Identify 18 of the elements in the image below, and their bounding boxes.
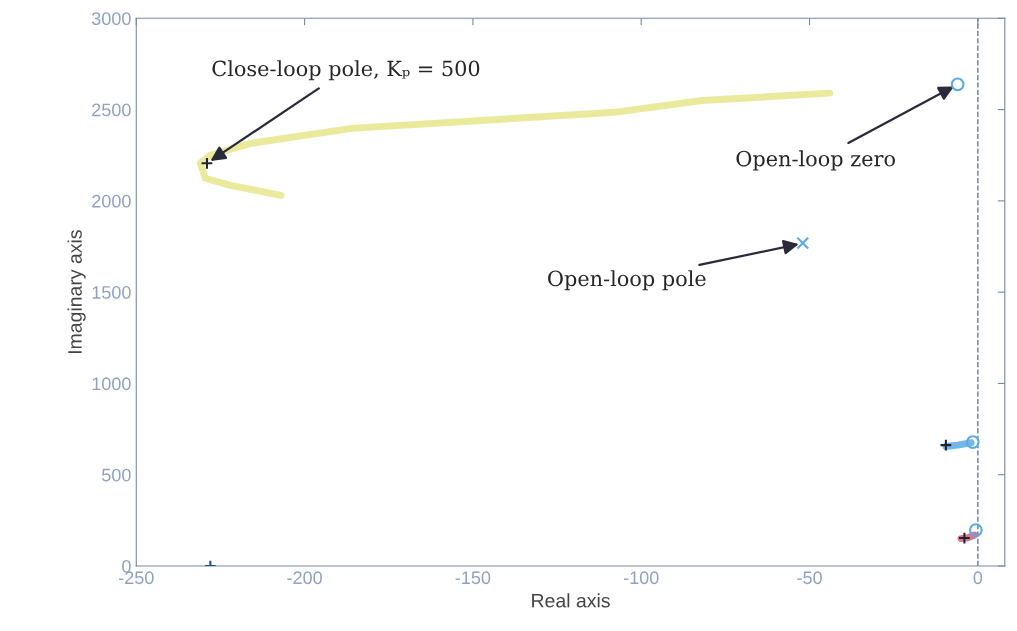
x-tick-label: 0 — [973, 571, 983, 585]
y-tick-label: 1500 — [92, 286, 131, 299]
annotation: Close-loop pole, Kₚ = 500 — [212, 60, 480, 81]
annotation: Open-loop pole — [548, 270, 706, 291]
x-tick-label: -250 — [119, 571, 154, 585]
y-tick-label: 0 — [122, 559, 131, 573]
y-tick-label: 1000 — [92, 377, 131, 391]
y-axis-title: Imaginary axis — [67, 230, 86, 354]
annotation: Open-loop zero — [736, 150, 895, 171]
y-tick-label: 2000 — [92, 194, 131, 208]
x-axis-title: Real axis — [532, 593, 610, 608]
x-tick-label: -100 — [623, 571, 659, 585]
x-tick-label: -200 — [287, 571, 322, 585]
x-tick-label: -150 — [455, 571, 491, 585]
y-tick-label: 2500 — [92, 103, 131, 117]
x-tick-label: -50 — [797, 571, 822, 585]
y-tick-label: 3000 — [91, 12, 131, 26]
y-tick-label: 500 — [102, 468, 131, 482]
